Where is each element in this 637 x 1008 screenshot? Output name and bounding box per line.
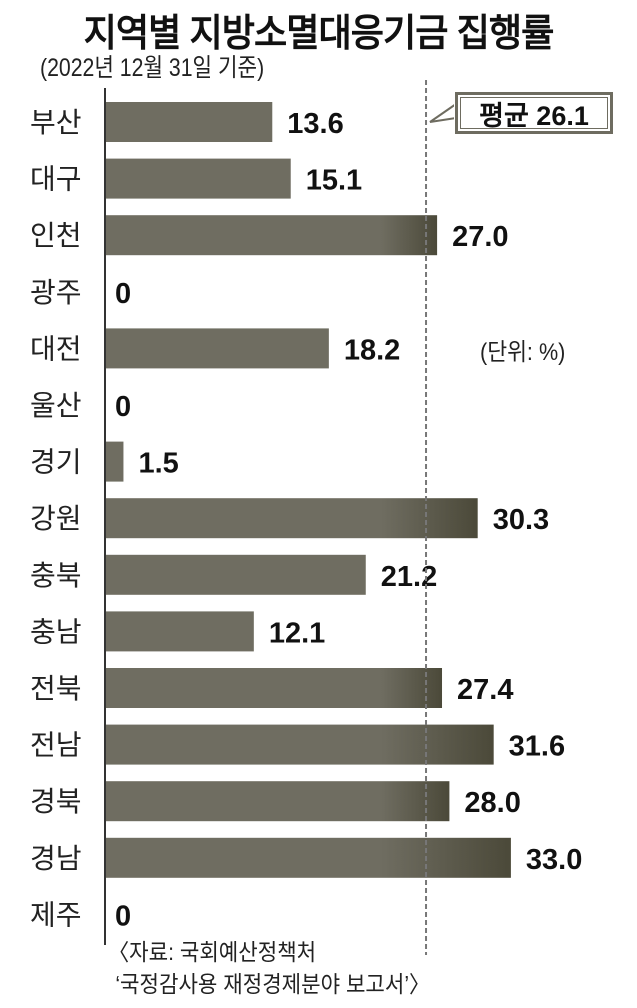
category-label: 제주 [30, 899, 82, 930]
data-label: 27.4 [457, 674, 513, 706]
bar [105, 611, 254, 652]
bar [105, 724, 494, 765]
category-label: 전북 [30, 673, 82, 704]
data-label: 0 [115, 278, 131, 310]
data-label: 28.0 [464, 787, 520, 819]
chart-title: 지역별 지방소멸대응기금 집행률 [83, 13, 555, 55]
data-label: 27.0 [452, 221, 508, 253]
unit-note: (단위: %) [480, 339, 566, 366]
category-label: 충남 [30, 616, 82, 647]
data-label: 18.2 [344, 334, 400, 366]
category-label: 전남 [30, 730, 82, 761]
source-line-2: ‘국정감사용 재정경제분야 보고서’〉 [115, 971, 431, 997]
data-label: 30.3 [493, 504, 549, 536]
source-note: 〈자료: 국회예산정책처 ‘국정감사용 재정경제분야 보고서’〉 [108, 936, 430, 1000]
category-label: 인천 [30, 220, 82, 251]
bar [105, 498, 478, 539]
data-label: 13.6 [287, 108, 343, 140]
data-label: 15.1 [306, 165, 362, 197]
category-label: 대구 [30, 164, 82, 195]
category-label: 경남 [30, 843, 82, 874]
bar [105, 837, 511, 878]
bar [105, 781, 450, 822]
data-label: 0 [115, 900, 131, 932]
data-label: 0 [115, 391, 131, 423]
category-label: 울산 [30, 390, 82, 421]
average-callout-pointer [429, 103, 457, 123]
category-label: 충북 [30, 560, 82, 591]
bar [105, 554, 366, 595]
category-label: 대전 [30, 333, 82, 364]
bar [105, 102, 273, 142]
data-label: 12.1 [269, 617, 325, 649]
data-label: 1.5 [138, 448, 178, 480]
bar [105, 441, 124, 482]
data-label: 31.6 [509, 731, 565, 763]
average-label: 평균 26.1 [460, 97, 608, 131]
category-label: 경기 [30, 447, 82, 478]
average-callout: 평균 26.1 [454, 91, 614, 135]
bar [105, 158, 291, 199]
data-label: 21.2 [381, 561, 437, 593]
chart-subtitle: (2022년 12월 31일 기준) [40, 54, 265, 82]
category-label: 경북 [30, 786, 82, 817]
data-label: 33.0 [526, 844, 582, 876]
category-label: 광주 [30, 277, 82, 308]
bar [105, 668, 443, 708]
category-label: 부산 [30, 107, 82, 138]
bar [105, 215, 438, 256]
source-line-1: 〈자료: 국회예산정책처 [108, 939, 317, 965]
bar [105, 328, 329, 369]
category-label: 강원 [30, 503, 82, 534]
